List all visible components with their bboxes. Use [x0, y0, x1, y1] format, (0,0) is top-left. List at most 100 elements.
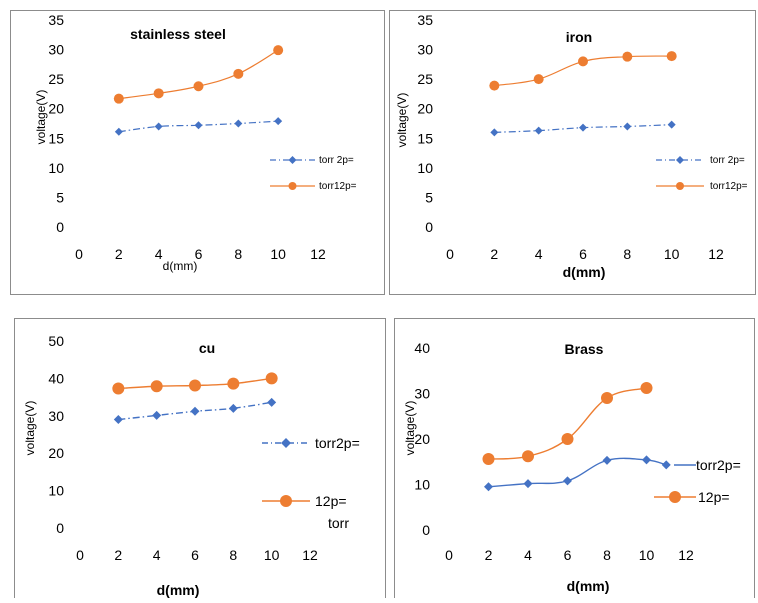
x-tick-label: 8: [603, 547, 611, 563]
legend-label: torr 2p=: [319, 155, 354, 166]
data-point-circle: [233, 68, 244, 79]
x-tick-label: 10: [270, 246, 286, 262]
data-point-diamond: [661, 460, 671, 470]
x-tick-label: 10: [264, 547, 280, 563]
y-tick-label: 20: [48, 101, 64, 117]
chart-frame: [394, 318, 755, 603]
legend-diamond-marker: [676, 156, 684, 164]
legend-diamond-marker: [281, 438, 291, 448]
data-point-diamond: [642, 455, 651, 465]
y-tick-label: 25: [417, 71, 433, 87]
legend-label: torr 2p=: [710, 155, 745, 166]
data-point-diamond: [274, 117, 283, 126]
data-point-circle: [153, 88, 164, 99]
data-point-diamond: [563, 476, 572, 486]
data-point-circle: [489, 80, 500, 91]
x-tick-label: 4: [153, 547, 161, 563]
x-axis-label: d(mm): [163, 259, 198, 273]
legend-label: torr2p=: [315, 435, 360, 451]
x-axis-label: d(mm): [563, 264, 606, 280]
data-point-diamond: [484, 482, 493, 492]
x-tick-label: 0: [76, 547, 84, 563]
x-tick-label: 12: [678, 547, 694, 563]
x-tick-label: 4: [535, 246, 543, 262]
y-axis-label: voltage(V): [23, 401, 37, 456]
y-tick-label: 5: [56, 189, 64, 205]
data-point-diamond: [228, 403, 238, 413]
y-tick-label: 15: [48, 130, 64, 146]
x-tick-label: 2: [490, 246, 498, 262]
data-point-circle: [640, 382, 653, 395]
data-point-diamond: [523, 479, 533, 489]
y-tick-label: 50: [48, 333, 64, 349]
data-point-circle: [578, 56, 588, 67]
x-tick-label: 2: [114, 547, 122, 563]
legend-label-line2: torr: [328, 515, 349, 531]
chart-title: iron: [566, 29, 592, 45]
y-tick-label: 20: [417, 101, 433, 117]
data-point-circle: [482, 453, 495, 466]
chart-frame: [389, 10, 756, 295]
data-point-diamond: [234, 119, 243, 128]
data-point-diamond: [194, 121, 203, 130]
data-point-diamond: [190, 406, 200, 416]
x-tick-label: 12: [302, 547, 318, 563]
y-axis-label: voltage(V): [403, 401, 417, 456]
x-tick-label: 4: [155, 246, 163, 262]
y-tick-label: 10: [414, 477, 430, 493]
chart-panel-iron: iron voltage(V) d(mm) 0 5 10 15 20 25 30 35 0 2 4…: [386, 0, 758, 296]
y-tick-label: 15: [417, 130, 433, 146]
data-point-circle: [273, 45, 284, 56]
chart-title: stainless steel: [130, 26, 226, 42]
chart-title: cu: [199, 340, 215, 356]
y-axis-label: voltage(V): [395, 93, 409, 148]
y-tick-label: 35: [48, 12, 64, 28]
data-point-diamond: [267, 397, 277, 407]
legend-circle-marker: [669, 491, 681, 503]
data-point-circle: [522, 450, 534, 463]
y-tick-label: 10: [48, 483, 64, 499]
data-point-circle: [193, 81, 204, 92]
x-tick-label: 8: [623, 246, 631, 262]
chart-title: Brass: [565, 341, 604, 357]
x-tick-label: 6: [195, 246, 203, 262]
data-point-circle: [666, 51, 677, 62]
x-tick-label: 6: [191, 547, 199, 563]
data-point-diamond: [534, 126, 543, 135]
legend-label: 12p=: [315, 493, 347, 509]
chart-panel-cu: cu voltage(V) d(mm) 0 10 20 30 40 50 0 2 4 6 8 10 1…: [0, 318, 386, 603]
data-point-circle: [112, 382, 125, 395]
x-tick-label: 6: [564, 547, 572, 563]
data-point-diamond: [667, 120, 676, 129]
data-point-circle: [601, 392, 613, 405]
chart-svg-brass: Brass voltage(V) d(mm) 0 10 20 30 40 0 2 4 6 8 10…: [394, 318, 755, 603]
chart-panel-stainless-steel: stainless steel voltage(V) d(mm) 0 5 10 15 2…: [0, 0, 386, 296]
y-tick-label: 0: [425, 219, 433, 235]
y-tick-label: 30: [417, 42, 433, 58]
chart-panel-brass: Brass voltage(V) d(mm) 0 10 20 30 40 0 2 4 6 8 10…: [386, 318, 758, 603]
y-tick-label: 30: [48, 42, 64, 58]
y-tick-label: 0: [422, 522, 430, 538]
x-tick-label: 2: [485, 547, 493, 563]
data-point-diamond: [490, 128, 499, 137]
chart-frame: [10, 10, 385, 295]
chart-frame: [14, 318, 386, 603]
data-point-circle: [561, 433, 574, 445]
x-tick-label: 0: [75, 246, 83, 262]
data-point-circle: [189, 379, 201, 392]
y-tick-label: 40: [414, 340, 430, 356]
x-tick-label: 6: [579, 246, 587, 262]
y-tick-label: 10: [417, 160, 433, 176]
data-point-diamond: [623, 122, 632, 131]
data-point-circle: [113, 93, 124, 104]
x-tick-label: 0: [445, 547, 453, 563]
chart-svg-stainless-steel: stainless steel voltage(V) d(mm) 0 5 10 15 2…: [10, 10, 385, 295]
data-point-diamond: [579, 123, 587, 132]
legend-label: torr2p=: [696, 457, 741, 473]
x-axis-label: d(mm): [157, 582, 200, 598]
legend-circle-marker: [280, 495, 292, 507]
legend-label: 12p=: [698, 489, 730, 505]
y-tick-label: 0: [56, 219, 64, 235]
legend-circle-marker: [676, 182, 684, 190]
data-point-diamond: [114, 127, 123, 136]
